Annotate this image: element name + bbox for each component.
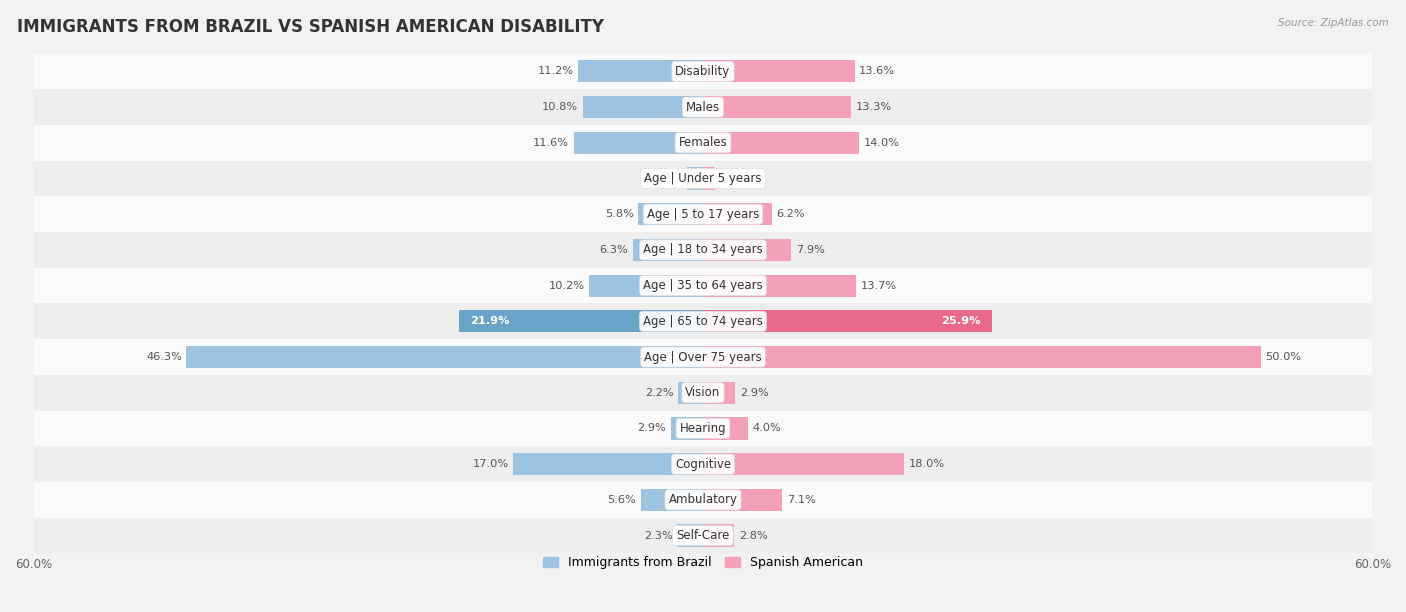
Text: 5.8%: 5.8% [605,209,634,219]
Bar [633,239,703,261]
Bar [703,203,772,225]
Text: 4.0%: 4.0% [752,424,780,433]
Text: Age | Over 75 years: Age | Over 75 years [644,351,762,364]
Bar [703,168,716,190]
Bar [34,518,1372,553]
Text: Age | 65 to 74 years: Age | 65 to 74 years [643,315,763,328]
Bar [703,132,859,154]
Text: Source: ZipAtlas.com: Source: ZipAtlas.com [1278,18,1389,28]
Legend: Immigrants from Brazil, Spanish American: Immigrants from Brazil, Spanish American [538,551,868,574]
Text: Males: Males [686,100,720,114]
Text: 13.6%: 13.6% [859,66,896,76]
Bar [34,196,1372,232]
Text: Ambulatory: Ambulatory [668,493,738,506]
Bar [34,446,1372,482]
Text: 10.8%: 10.8% [541,102,578,112]
Text: 11.2%: 11.2% [537,66,574,76]
Bar [589,275,703,297]
Bar [582,96,703,118]
Bar [513,453,703,476]
Text: Hearing: Hearing [679,422,727,435]
Bar [578,61,703,83]
Text: 1.4%: 1.4% [654,173,683,184]
Bar [458,310,703,332]
Text: 25.9%: 25.9% [941,316,981,326]
Text: 18.0%: 18.0% [908,459,945,469]
Bar [678,524,703,547]
Bar [34,160,1372,196]
Bar [641,489,703,511]
Text: 6.2%: 6.2% [776,209,806,219]
Bar [703,310,993,332]
Text: 2.3%: 2.3% [644,531,673,540]
Bar [671,417,703,439]
Text: 7.1%: 7.1% [787,495,815,505]
Text: 14.0%: 14.0% [863,138,900,147]
Text: Vision: Vision [685,386,721,399]
Text: 2.2%: 2.2% [645,388,673,398]
Bar [703,524,734,547]
Text: 21.9%: 21.9% [470,316,509,326]
Bar [187,346,703,368]
Bar [34,125,1372,160]
Text: Disability: Disability [675,65,731,78]
Bar [34,304,1372,339]
Text: 50.0%: 50.0% [1265,352,1302,362]
Text: 13.3%: 13.3% [856,102,891,112]
Bar [34,268,1372,304]
Bar [34,482,1372,518]
Bar [679,382,703,404]
Bar [703,96,852,118]
Bar [688,168,703,190]
Text: IMMIGRANTS FROM BRAZIL VS SPANISH AMERICAN DISABILITY: IMMIGRANTS FROM BRAZIL VS SPANISH AMERIC… [17,18,603,36]
Bar [703,382,735,404]
Bar [34,89,1372,125]
Text: 17.0%: 17.0% [472,459,509,469]
Bar [703,489,782,511]
Text: 5.6%: 5.6% [607,495,636,505]
Bar [703,453,904,476]
Bar [703,417,748,439]
Text: 6.3%: 6.3% [599,245,628,255]
Text: 11.6%: 11.6% [533,138,569,147]
Bar [703,275,856,297]
Text: 7.9%: 7.9% [796,245,824,255]
Text: Age | 18 to 34 years: Age | 18 to 34 years [643,244,763,256]
Text: Cognitive: Cognitive [675,458,731,471]
Text: Females: Females [679,136,727,149]
Bar [34,232,1372,268]
Bar [34,339,1372,375]
Bar [703,346,1261,368]
Text: 2.8%: 2.8% [738,531,768,540]
Bar [638,203,703,225]
Text: Age | 5 to 17 years: Age | 5 to 17 years [647,207,759,221]
Text: 10.2%: 10.2% [548,281,585,291]
Text: 1.1%: 1.1% [720,173,748,184]
Bar [574,132,703,154]
Text: 13.7%: 13.7% [860,281,897,291]
Text: 46.3%: 46.3% [146,352,181,362]
Bar [34,411,1372,446]
Bar [703,61,855,83]
Text: Self-Care: Self-Care [676,529,730,542]
Bar [703,239,792,261]
Text: Age | 35 to 64 years: Age | 35 to 64 years [643,279,763,292]
Text: Age | Under 5 years: Age | Under 5 years [644,172,762,185]
Text: 2.9%: 2.9% [740,388,769,398]
Bar [34,53,1372,89]
Text: 2.9%: 2.9% [637,424,666,433]
Bar [34,375,1372,411]
